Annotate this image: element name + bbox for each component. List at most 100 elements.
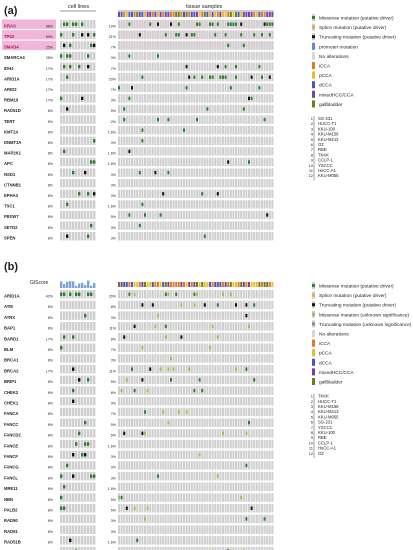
tissue-cell	[232, 73, 235, 82]
mutation-mark	[93, 139, 96, 143]
tissue-cell	[185, 450, 188, 459]
tissue-cell	[237, 20, 240, 29]
tissue-cell	[209, 482, 211, 492]
gene-highlight	[2, 19, 56, 29]
tissue-cell	[198, 136, 201, 145]
tissue-cell	[222, 41, 224, 50]
tissue-cell	[177, 168, 180, 177]
tissue-cell	[125, 30, 128, 39]
tissue-cell	[224, 157, 227, 167]
tissue-cell	[198, 461, 201, 470]
tissue-cell	[131, 418, 133, 427]
tissue-cell	[248, 30, 250, 39]
tissue-cell	[144, 418, 146, 427]
tissue-cell	[164, 136, 167, 145]
tissue-cell	[248, 290, 250, 299]
tissue-cell	[255, 51, 258, 61]
tissue-cell	[149, 179, 152, 188]
tissue-freq: 5%	[111, 498, 117, 502]
tissue-cell	[271, 343, 274, 352]
tissue-cell	[271, 407, 274, 417]
tissue-type-bar	[237, 12, 240, 17]
tissue-cell	[263, 232, 266, 241]
gene-label: KRAS	[4, 23, 16, 28]
mutation-mark	[170, 22, 172, 26]
mutation-mark	[258, 64, 261, 69]
tissue-cell	[255, 210, 258, 220]
tissue-freq: 3%	[111, 236, 117, 240]
tissue-cell	[149, 189, 152, 198]
tissue-cell	[201, 482, 204, 492]
tissue-cell	[222, 407, 224, 417]
cell-line-freq: 8%	[48, 391, 54, 395]
tissue-cell	[136, 407, 139, 417]
tissue-cell	[185, 311, 188, 320]
tissue-cell	[172, 115, 175, 124]
tissue-cell	[183, 343, 185, 352]
mutation-mark	[141, 139, 144, 143]
cell-line-cell	[90, 407, 93, 417]
mutation-mark	[196, 292, 198, 296]
tissue-cell	[146, 482, 149, 492]
tissue-cell	[196, 41, 198, 50]
tissue-cell	[177, 221, 180, 230]
tissue-type-bar	[227, 12, 230, 17]
tissue-cell	[261, 20, 263, 29]
tissue-cell	[159, 221, 162, 230]
tissue-cell	[196, 168, 198, 177]
tissue-cell	[219, 147, 222, 156]
cell-line-cell	[90, 354, 93, 363]
tissue-cell	[146, 397, 149, 406]
tissue-cell	[235, 386, 237, 395]
tissue-cell	[133, 41, 136, 50]
tissue-cell	[151, 343, 154, 352]
tissue-cell	[248, 179, 250, 188]
tissue-cell	[131, 30, 133, 39]
cell-line-name: YSCCC	[318, 425, 333, 430]
tissue-cell	[224, 168, 227, 177]
gene-label: SPEN	[4, 235, 15, 240]
tissue-cell	[271, 332, 274, 342]
tissue-cell	[227, 386, 230, 395]
tissue-cell	[128, 461, 131, 470]
mutation-mark	[118, 495, 120, 500]
mutation-mark	[216, 64, 219, 69]
tissue-type-bar	[190, 282, 193, 287]
mutation-mark	[214, 33, 217, 37]
mutation-mark	[209, 75, 211, 79]
tissue-cell	[229, 168, 232, 177]
tissue-cell	[240, 221, 243, 230]
tissue-cell	[138, 493, 141, 502]
tissue-cell	[125, 104, 128, 114]
tissue-cell	[216, 179, 219, 188]
tissue-cell	[128, 471, 131, 481]
cell-line-cell	[84, 290, 87, 299]
tissue-cell	[263, 386, 266, 395]
cell-line-freq: 8%	[48, 141, 54, 145]
cell-line-number: 8	[311, 152, 314, 157]
tissue-cell	[245, 73, 248, 82]
cell-line-cell	[78, 546, 81, 550]
mutation-mark	[133, 388, 136, 393]
cell-line-cell	[81, 461, 84, 470]
tissue-cell	[193, 189, 196, 198]
cell-line-cell	[87, 429, 90, 438]
tissue-cell	[235, 546, 237, 550]
tissue-cell	[141, 504, 144, 513]
tissue-cell	[209, 232, 211, 241]
cell-line-cell	[84, 504, 87, 513]
tissue-cell	[219, 471, 222, 481]
tissue-cell	[157, 386, 159, 395]
tissue-cell	[242, 179, 245, 188]
cell-line-cell	[93, 168, 96, 177]
tissue-cell	[185, 418, 188, 427]
tissue-cell	[240, 397, 243, 406]
tissue-cell	[141, 147, 144, 156]
tissue-cell	[167, 439, 170, 449]
tissue-cell	[167, 189, 170, 198]
cell-line-cell	[75, 471, 78, 481]
mutation-mark	[60, 495, 63, 500]
tissue-cell	[206, 354, 209, 363]
tissue-cell	[219, 429, 222, 438]
tissue-cell	[214, 525, 217, 534]
